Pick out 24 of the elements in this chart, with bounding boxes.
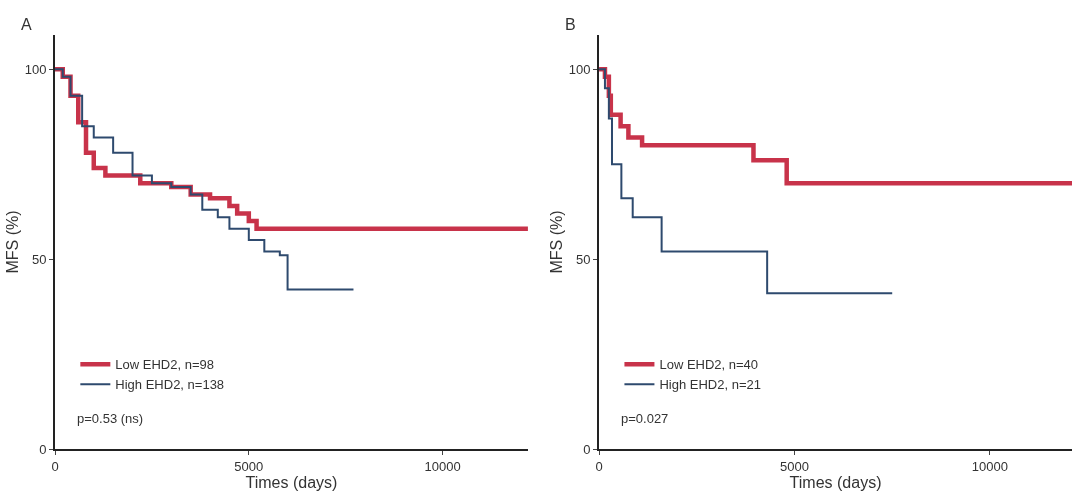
x-tick-label: 10000 [424,458,461,474]
x-tick-label: 5000 [780,458,809,474]
y-tick-label: 50 [576,251,591,267]
y-tick-label: 50 [31,251,47,267]
annotation: p=0.53 (ns) [77,411,144,426]
y-tick-label: 100 [24,61,47,77]
chart-title: B [565,16,576,33]
annotation: p=0.027 [621,411,669,426]
y-tick-label: 0 [39,441,47,457]
y-tick-label: 0 [583,441,591,457]
y-axis-title: MFS (%) [4,210,22,274]
legend-label: Low EHD2, n=98 [115,357,214,373]
x-tick-label: 10000 [971,458,1008,474]
y-axis-title: MFS (%) [548,210,566,274]
x-tick-label: 5000 [234,458,264,474]
x-axis-title: Times (days) [789,473,882,491]
y-tick-label: 100 [568,61,591,77]
legend-label: High EHD2, n=138 [115,377,225,393]
x-axis-title: Times (days) [245,473,338,491]
x-tick-label: 0 [51,458,59,474]
x-tick-label: 0 [595,458,603,474]
legend-label: Low EHD2, n=40 [659,357,759,373]
chart-title: A [21,16,32,33]
legend-label: High EHD2, n=21 [659,377,761,393]
